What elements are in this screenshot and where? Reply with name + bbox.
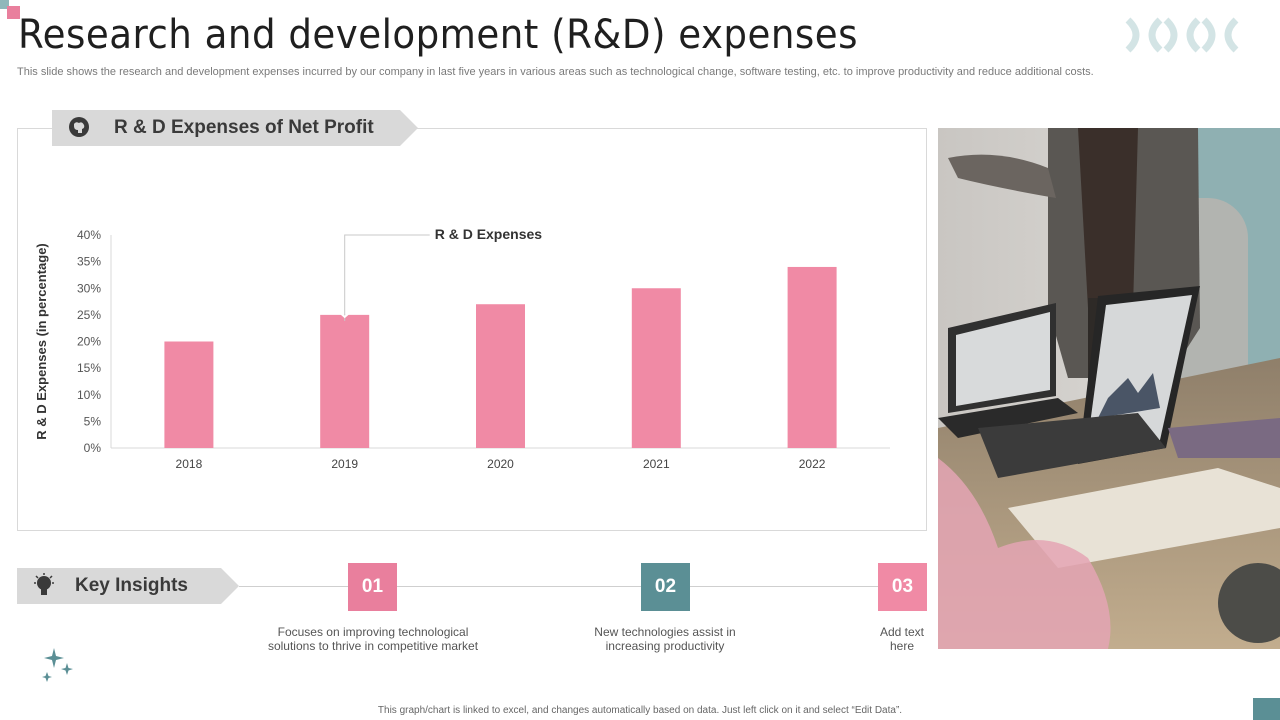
office-meeting-photo bbox=[938, 128, 1280, 649]
bar bbox=[164, 341, 214, 448]
y-tick-label: 5% bbox=[84, 414, 102, 428]
chart-section-label: R & D Expenses of Net Profit bbox=[114, 117, 374, 138]
y-tick-label: 20% bbox=[77, 335, 101, 349]
bar bbox=[787, 266, 837, 448]
x-tick-label: 2022 bbox=[799, 457, 826, 471]
lightbulb-icon bbox=[31, 573, 57, 599]
y-tick-label: 0% bbox=[84, 441, 102, 455]
x-tick-label: 2019 bbox=[331, 457, 358, 471]
annotation-marker bbox=[335, 308, 355, 319]
y-tick-label: 15% bbox=[77, 361, 101, 375]
corner-accent bbox=[1253, 698, 1280, 720]
insight-text-03: Add text here bbox=[879, 625, 925, 653]
insight-number-02: 02 bbox=[641, 563, 690, 611]
brain-head-icon bbox=[66, 115, 92, 141]
annotation-leader-line bbox=[344, 234, 430, 321]
bar bbox=[631, 288, 681, 448]
x-tick-label: 2020 bbox=[487, 457, 514, 471]
x-tick-label: 2021 bbox=[643, 457, 670, 471]
y-tick-label: 40% bbox=[77, 228, 101, 242]
y-tick-label: 10% bbox=[77, 388, 101, 402]
corner-decoration bbox=[0, 0, 22, 22]
chart-section-tab: R & D Expenses of Net Profit bbox=[52, 110, 418, 146]
annotation-label: R & D Expenses bbox=[435, 226, 543, 242]
bar bbox=[320, 314, 370, 448]
page-subtitle: This slide shows the research and develo… bbox=[17, 66, 1094, 78]
x-tick-label: 2018 bbox=[176, 457, 203, 471]
insight-number-03: 03 bbox=[878, 563, 927, 611]
sparkle-icon bbox=[42, 648, 73, 682]
bar bbox=[476, 304, 525, 448]
insight-number-01: 01 bbox=[348, 563, 397, 611]
key-insights-label: Key Insights bbox=[75, 575, 188, 596]
timeline-line bbox=[239, 586, 927, 587]
y-tick-label: 35% bbox=[77, 255, 101, 269]
key-insights-tab: Key Insights bbox=[17, 568, 239, 604]
xo-pattern-icon bbox=[1125, 17, 1239, 53]
y-tick-label: 30% bbox=[77, 281, 101, 295]
chart-panel bbox=[17, 128, 927, 531]
y-tick-label: 25% bbox=[77, 308, 101, 322]
insight-text-02: New technologies assist in increasing pr… bbox=[594, 625, 736, 653]
y-axis-label: R & D Expenses (in percentage) bbox=[34, 243, 49, 440]
insight-text-01: Focuses on improving technological solut… bbox=[267, 625, 479, 653]
footer-note: This graph/chart is linked to excel, and… bbox=[377, 705, 903, 716]
page-title: Research and development (R&D) expenses bbox=[18, 12, 858, 58]
